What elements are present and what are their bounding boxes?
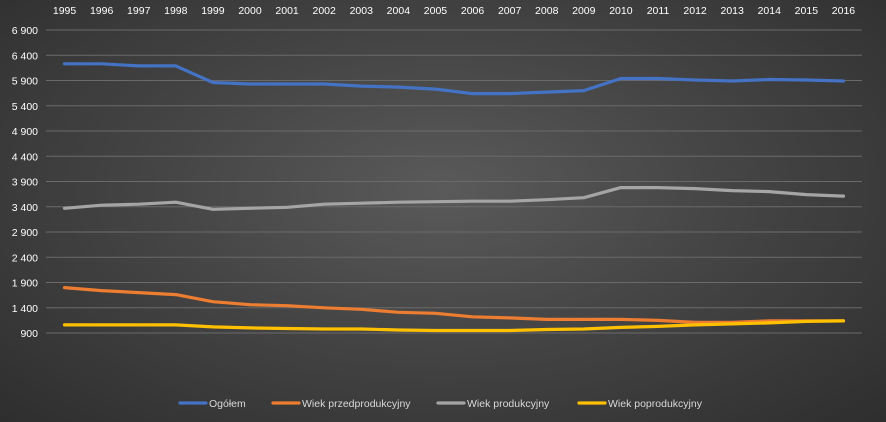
series-line-3 bbox=[62, 186, 846, 211]
x-tick-label: 2003 bbox=[350, 5, 374, 17]
x-tick-label: 1999 bbox=[201, 5, 225, 17]
x-tick-label: 1995 bbox=[53, 5, 77, 17]
x-tick-label: 2013 bbox=[721, 5, 745, 17]
legend-item: Ogółem bbox=[178, 398, 246, 410]
x-tick-label: 2000 bbox=[238, 5, 262, 17]
y-tick-label: 3 400 bbox=[12, 202, 38, 214]
series-line-4 bbox=[62, 319, 846, 333]
y-tick-label: 2 900 bbox=[12, 227, 38, 239]
x-tick-label: 1998 bbox=[164, 5, 188, 17]
y-tick-label: 4 900 bbox=[12, 126, 38, 138]
y-tick-label: 4 400 bbox=[12, 151, 38, 163]
legend-label: Wiek poprodukcyjny bbox=[608, 398, 703, 410]
x-tick-label: 2008 bbox=[535, 5, 559, 17]
legend-item: Wiek poprodukcyjny bbox=[577, 398, 703, 410]
y-tick-label: 2 400 bbox=[12, 252, 38, 264]
x-tick-label: 2009 bbox=[572, 5, 596, 17]
series-lines bbox=[62, 62, 846, 333]
x-tick-label: 2012 bbox=[683, 5, 707, 17]
x-tick-label: 2005 bbox=[424, 5, 448, 17]
series-line-2 bbox=[62, 286, 846, 324]
y-tick-label: 6 900 bbox=[12, 25, 38, 37]
x-tick-label: 2001 bbox=[275, 5, 299, 17]
y-tick-label: 900 bbox=[20, 328, 38, 340]
legend-item: Wiek przedprodukcyjny bbox=[271, 398, 411, 410]
legend-label: Wiek produkcyjny bbox=[467, 398, 550, 410]
x-tick-label: 1997 bbox=[127, 5, 151, 17]
x-tick-label: 2010 bbox=[609, 5, 633, 17]
x-tick-label: 2011 bbox=[647, 5, 670, 17]
gridlines bbox=[46, 29, 862, 334]
x-tick-label: 2007 bbox=[498, 5, 522, 17]
series-line-1 bbox=[62, 62, 846, 96]
x-tick-label: 2015 bbox=[795, 5, 819, 17]
y-tick-label: 3 900 bbox=[12, 177, 38, 189]
legend-label: Ogółem bbox=[209, 398, 246, 410]
x-axis-ticks: 1995 1996 1997 1998 1999 2000 2001 2002 2003 2004… bbox=[53, 5, 855, 17]
y-tick-label: 5 400 bbox=[12, 101, 38, 113]
legend-item: Wiek produkcyjny bbox=[436, 398, 550, 410]
y-tick-label: 1 400 bbox=[12, 303, 38, 315]
legend-label: Wiek przedprodukcyjny bbox=[302, 398, 411, 410]
x-tick-label: 2016 bbox=[832, 5, 856, 17]
y-axis-ticks: 6 900 6 400 5 900 5 400 4 900 4 400 3 900 3 400… bbox=[12, 25, 38, 340]
x-tick-label: 1996 bbox=[90, 5, 114, 17]
x-tick-label: 2014 bbox=[758, 5, 782, 17]
y-tick-label: 5 900 bbox=[12, 76, 38, 88]
y-tick-label: 6 400 bbox=[12, 50, 38, 62]
legend: Ogółem Wiek przedprodukcyjny Wiek produkcy… bbox=[178, 398, 703, 410]
y-tick-label: 1 900 bbox=[12, 278, 38, 290]
x-tick-label: 2002 bbox=[313, 5, 337, 17]
x-tick-label: 2004 bbox=[387, 5, 411, 17]
x-tick-label: 2006 bbox=[461, 5, 485, 17]
